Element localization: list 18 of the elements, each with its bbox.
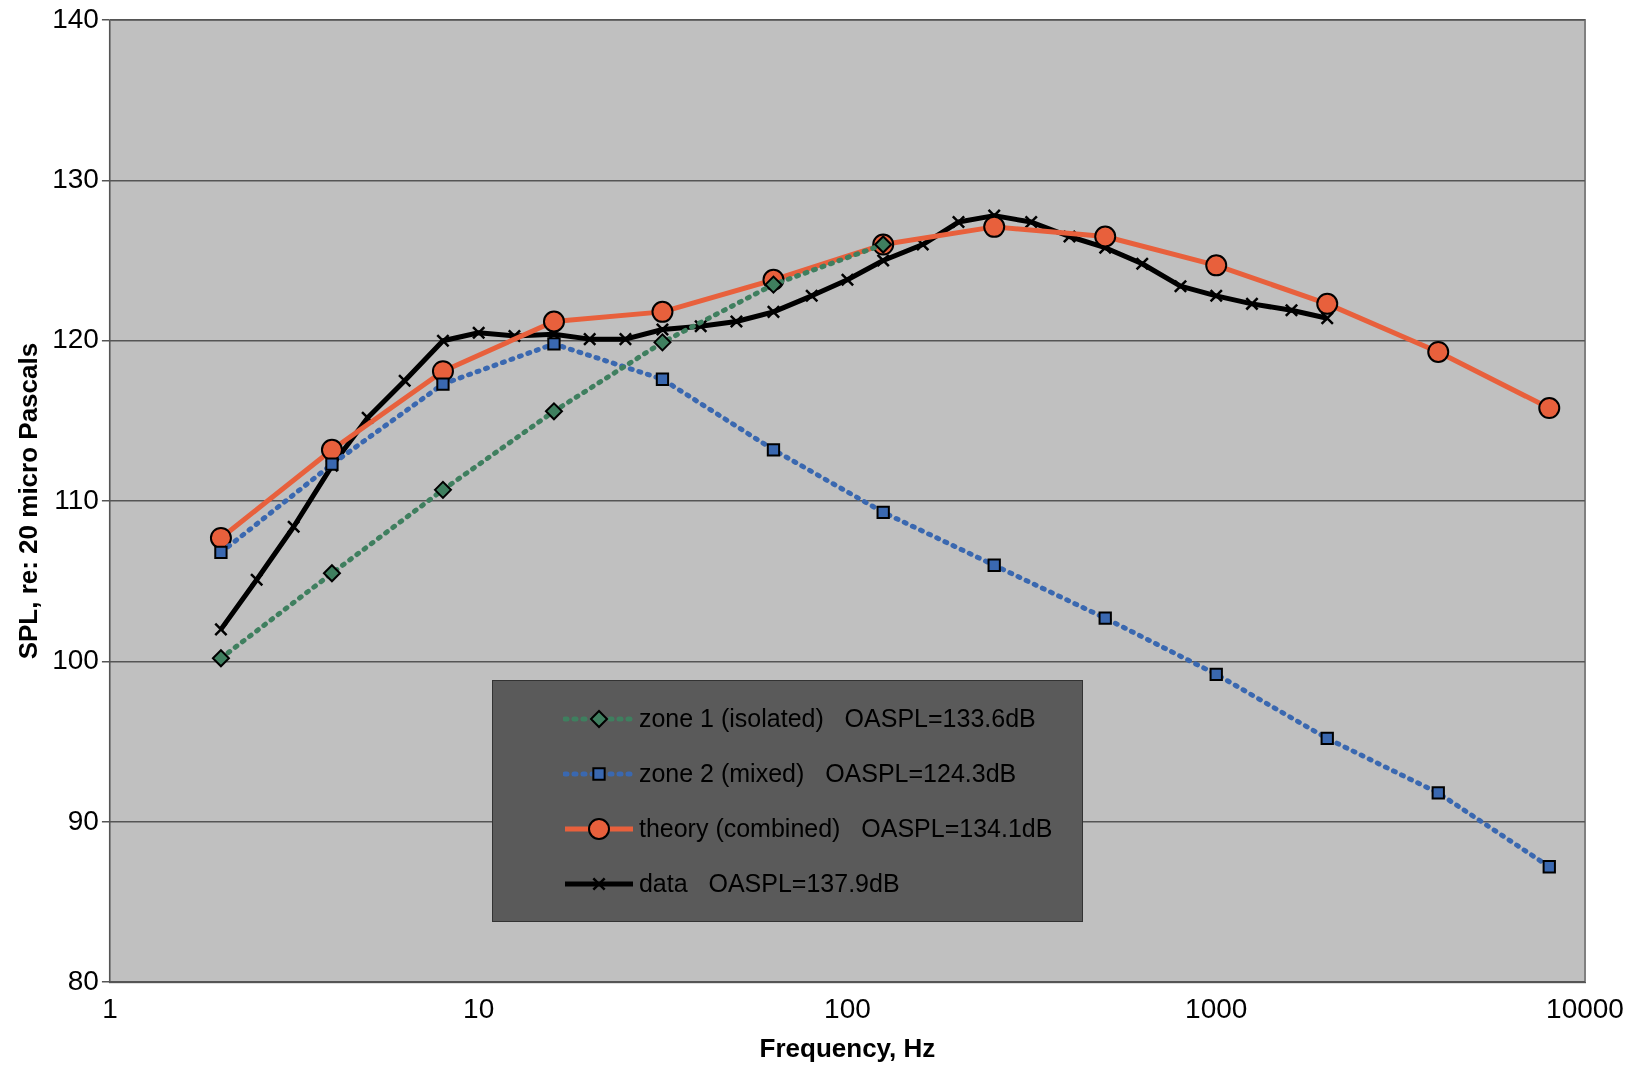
- x-tick-label: 1000: [1185, 992, 1248, 1024]
- legend-label: zone 1 (isolated) OASPL=133.6dB: [638, 704, 1036, 734]
- y-tick-label: 130: [52, 163, 99, 195]
- y-tick-label: 100: [52, 644, 99, 676]
- legend-label: zone 2 (mixed) OASPL=124.3dB: [638, 759, 1017, 789]
- y-tick-label: 90: [67, 804, 99, 836]
- legend-label: data OASPL=137.9dB: [638, 869, 900, 899]
- y-tick-label: 140: [52, 2, 99, 34]
- x-axis-title: Frequency, Hz: [759, 1032, 936, 1063]
- x-tick-label: 1: [102, 992, 118, 1024]
- y-tick-label: 80: [67, 964, 99, 996]
- x-tick-label: 10000: [1546, 992, 1624, 1024]
- y-tick-label: 110: [54, 483, 99, 515]
- y-axis-title: SPL, re: 20 micro Pascals: [12, 342, 43, 660]
- x-tick-label: 100: [824, 992, 871, 1024]
- x-tick-label: 10: [463, 992, 495, 1024]
- legend-label: theory (combined) OASPL=134.1dB: [638, 814, 1053, 844]
- y-tick-label: 120: [52, 323, 99, 355]
